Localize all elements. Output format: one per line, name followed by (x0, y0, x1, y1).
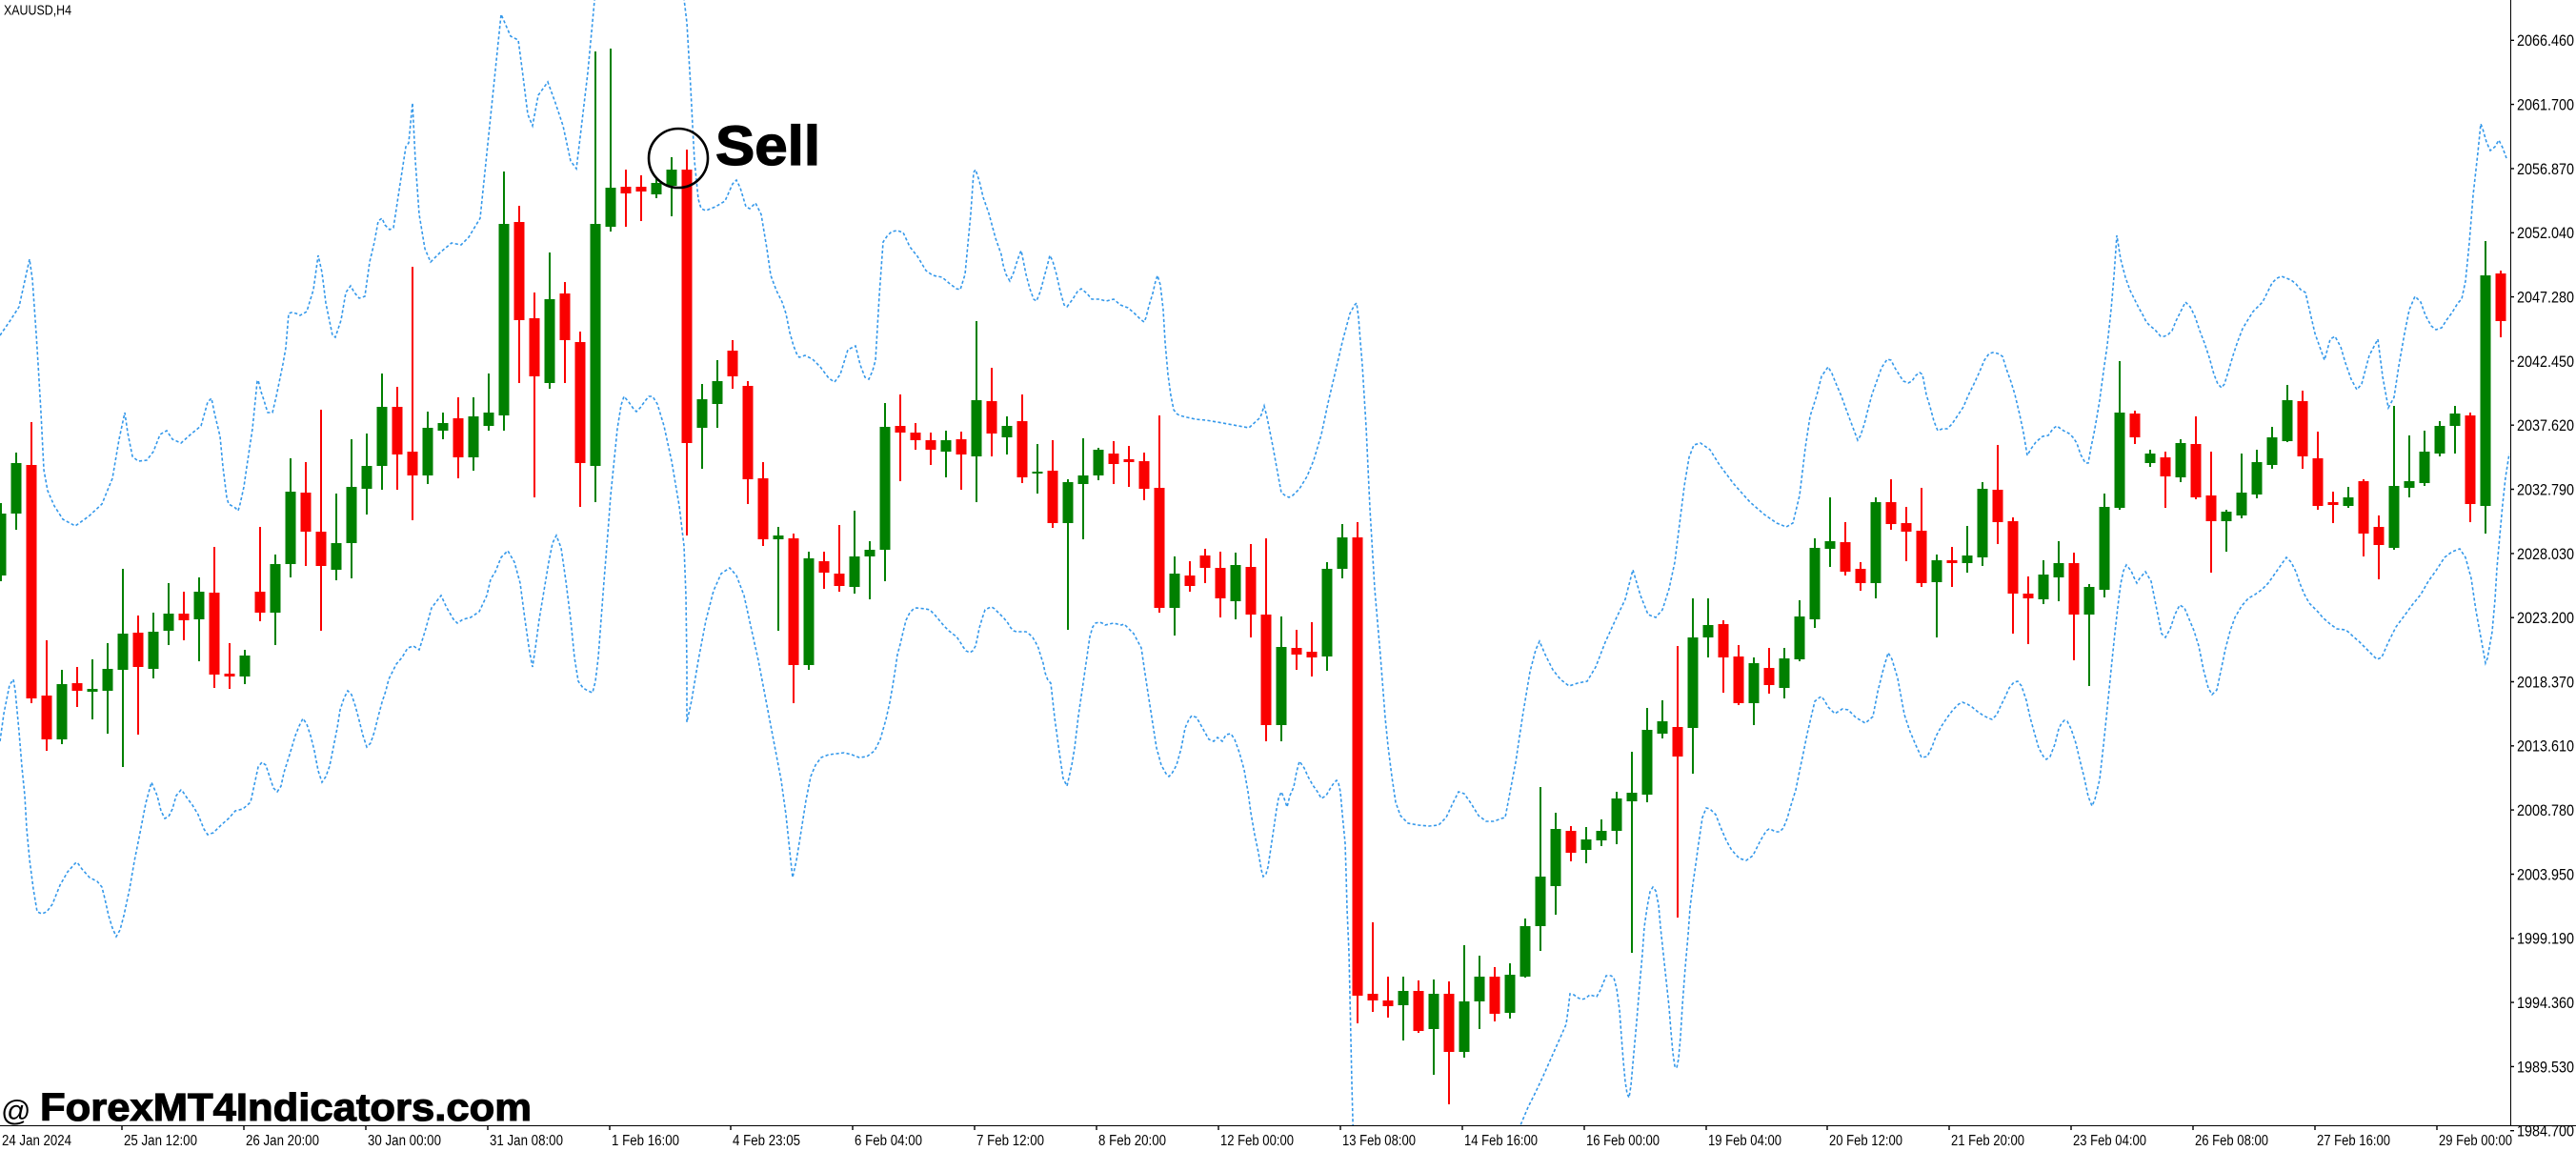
svg-text:1994.360: 1994.360 (2517, 995, 2574, 1012)
svg-text:26 Feb 08:00: 26 Feb 08:00 (2195, 1133, 2268, 1146)
svg-text:23 Feb 04:00: 23 Feb 04:00 (2073, 1133, 2146, 1146)
svg-text:19 Feb 04:00: 19 Feb 04:00 (1708, 1133, 1781, 1146)
svg-text:2056.870: 2056.870 (2517, 161, 2574, 178)
svg-text:4 Feb 23:05: 4 Feb 23:05 (733, 1133, 800, 1146)
svg-text:2018.370: 2018.370 (2517, 674, 2574, 691)
svg-text:20 Feb 12:00: 20 Feb 12:00 (1829, 1133, 1902, 1146)
svg-text:Sell: Sell (715, 115, 820, 177)
svg-text:13 Feb 08:00: 13 Feb 08:00 (1342, 1133, 1416, 1146)
svg-text:1999.190: 1999.190 (2517, 931, 2574, 948)
svg-text:2047.280: 2047.280 (2517, 290, 2574, 307)
svg-text:24 Jan 2024: 24 Jan 2024 (2, 1133, 71, 1146)
svg-text:2042.450: 2042.450 (2517, 353, 2574, 371)
svg-text:29 Feb 00:00: 29 Feb 00:00 (2439, 1133, 2512, 1146)
svg-text:2032.790: 2032.790 (2517, 481, 2574, 498)
svg-text:2061.700: 2061.700 (2517, 97, 2574, 114)
svg-text:21 Feb 20:00: 21 Feb 20:00 (1951, 1133, 2024, 1146)
svg-text:1989.530: 1989.530 (2517, 1059, 2574, 1076)
svg-text:7 Feb 12:00: 7 Feb 12:00 (976, 1133, 1044, 1146)
svg-text:16 Feb 00:00: 16 Feb 00:00 (1586, 1133, 1660, 1146)
svg-text:31 Jan 08:00: 31 Jan 08:00 (490, 1133, 563, 1146)
svg-text:26 Jan 20:00: 26 Jan 20:00 (246, 1133, 319, 1146)
svg-text:12 Feb 00:00: 12 Feb 00:00 (1220, 1133, 1294, 1146)
svg-text:1984.700: 1984.700 (2517, 1123, 2574, 1141)
svg-text:XAUUSD,H4: XAUUSD,H4 (4, 4, 71, 19)
svg-text:25 Jan 12:00: 25 Jan 12:00 (124, 1133, 197, 1146)
svg-text:1 Feb 16:00: 1 Feb 16:00 (612, 1133, 679, 1146)
svg-text:6 Feb 04:00: 6 Feb 04:00 (855, 1133, 922, 1146)
svg-text:2028.030: 2028.030 (2517, 546, 2574, 563)
svg-text:2037.620: 2037.620 (2517, 417, 2574, 434)
svg-text:2008.780: 2008.780 (2517, 802, 2574, 819)
svg-text:@: @ (1, 1094, 30, 1127)
svg-text:ForexMT4Indicators.com: ForexMT4Indicators.com (40, 1085, 532, 1129)
svg-text:2013.610: 2013.610 (2517, 738, 2574, 756)
svg-text:8 Feb 20:00: 8 Feb 20:00 (1098, 1133, 1166, 1146)
svg-text:30 Jan 00:00: 30 Jan 00:00 (368, 1133, 441, 1146)
svg-text:2003.950: 2003.950 (2517, 866, 2574, 883)
svg-text:2066.460: 2066.460 (2517, 32, 2574, 50)
svg-text:14 Feb 16:00: 14 Feb 16:00 (1464, 1133, 1538, 1146)
svg-text:2023.200: 2023.200 (2517, 610, 2574, 627)
svg-text:27 Feb 16:00: 27 Feb 16:00 (2317, 1133, 2390, 1146)
svg-text:2052.040: 2052.040 (2517, 225, 2574, 242)
